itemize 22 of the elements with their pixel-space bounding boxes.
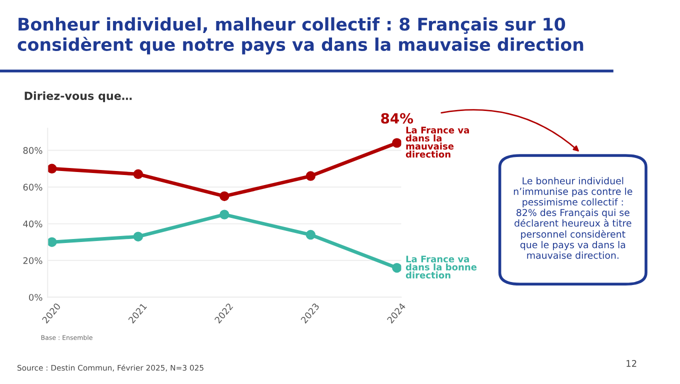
point bbox=[306, 230, 316, 240]
point bbox=[392, 138, 402, 148]
y-tick-label: 80% bbox=[23, 147, 42, 154]
point bbox=[48, 164, 57, 174]
point bbox=[306, 171, 316, 181]
annotation: 84% bbox=[381, 113, 414, 124]
point bbox=[133, 232, 144, 242]
y-tick-label: 40% bbox=[23, 220, 42, 228]
series-label: La France va dans la bonne direction bbox=[406, 256, 477, 278]
chart-subtitle: Diriez-vous que… bbox=[24, 91, 132, 102]
y-tick-label: 20% bbox=[23, 257, 42, 264]
series-label: La France va dans la mauvaise direction bbox=[406, 126, 469, 158]
text: Le bonheur individuel n’immunise pas contre le pessimisme collectif : 82% des Français qui se déclarent heureux à titre personnel considèrent que le pays va dans la mauvaise direction. bbox=[514, 177, 632, 259]
chart-title: Bonheur individuel, malheur collectif : 8 Français sur 10 considèrent que notre pays va dans la mauvaise direction bbox=[18, 17, 584, 54]
point bbox=[133, 169, 144, 180]
y-tick-label: 60% bbox=[23, 184, 42, 191]
y-tick-label: 0% bbox=[29, 294, 42, 301]
text: 12 bbox=[626, 360, 636, 367]
point bbox=[392, 262, 402, 273]
point bbox=[220, 210, 230, 220]
point bbox=[48, 237, 57, 247]
point bbox=[220, 191, 230, 202]
